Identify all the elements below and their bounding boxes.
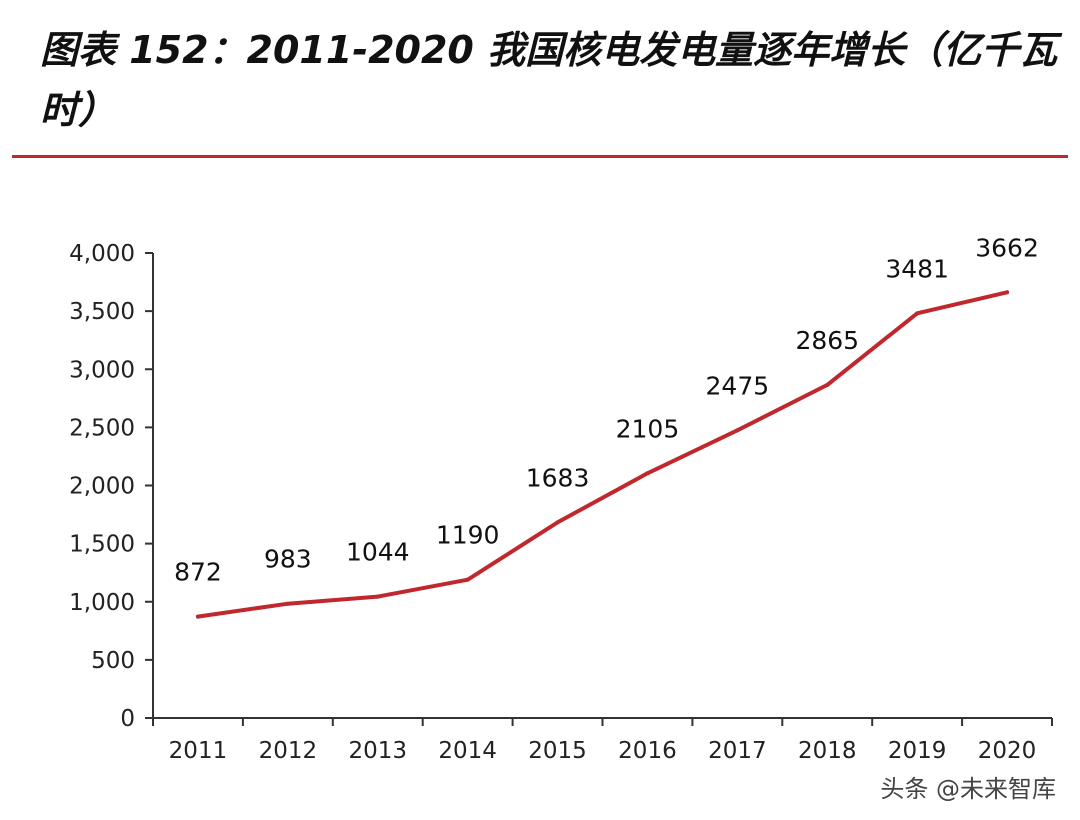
y-tick-label: 3,500 [69, 299, 135, 325]
y-tick-label: 500 [91, 648, 135, 674]
watermark: 头条 @未来智库 [880, 775, 1056, 803]
x-tick-label: 2018 [798, 738, 857, 764]
y-tick-label: 2,000 [69, 474, 135, 500]
data-label: 2865 [795, 326, 859, 355]
chart-title: 图表 152：2011-2020 我国核电发电量逐年增长（亿千瓦时） [40, 28, 1058, 132]
data-point [915, 311, 920, 316]
y-tick-label: 4,000 [69, 241, 135, 267]
y-tick-label: 1,000 [69, 590, 135, 616]
data-label: 983 [264, 545, 312, 574]
x-tick-label: 2011 [169, 738, 228, 764]
data-point [645, 471, 650, 476]
data-point [825, 382, 830, 387]
title-divider [12, 155, 1068, 158]
data-label: 1683 [526, 463, 590, 492]
data-point [735, 428, 740, 433]
data-label: 2475 [706, 371, 770, 400]
data-point [465, 577, 470, 582]
y-tick-label: 1,500 [69, 532, 135, 558]
series-line [195, 290, 1010, 619]
data-point [555, 520, 560, 525]
data-point [195, 614, 200, 619]
data-label: 3481 [885, 254, 949, 283]
data-label: 1044 [346, 538, 410, 567]
x-tick-label: 2019 [888, 738, 947, 764]
data-label: 1190 [436, 521, 500, 550]
x-tick-label: 2016 [618, 738, 677, 764]
y-tick-label: 3,000 [69, 357, 135, 383]
x-tick-label: 2012 [259, 738, 318, 764]
data-point [285, 601, 290, 606]
x-tick-label: 2015 [528, 738, 587, 764]
data-label: 2105 [616, 414, 680, 443]
x-tick-label: 2013 [348, 738, 407, 764]
x-tick-label: 2020 [978, 738, 1037, 764]
data-point [1005, 290, 1010, 295]
data-label: 3662 [975, 233, 1039, 262]
data-label: 872 [174, 558, 222, 587]
x-tick-label: 2014 [438, 738, 497, 764]
x-tick-label: 2017 [708, 738, 767, 764]
y-tick-label: 0 [120, 706, 135, 732]
data-point [375, 594, 380, 599]
y-tick-label: 2,500 [69, 415, 135, 441]
